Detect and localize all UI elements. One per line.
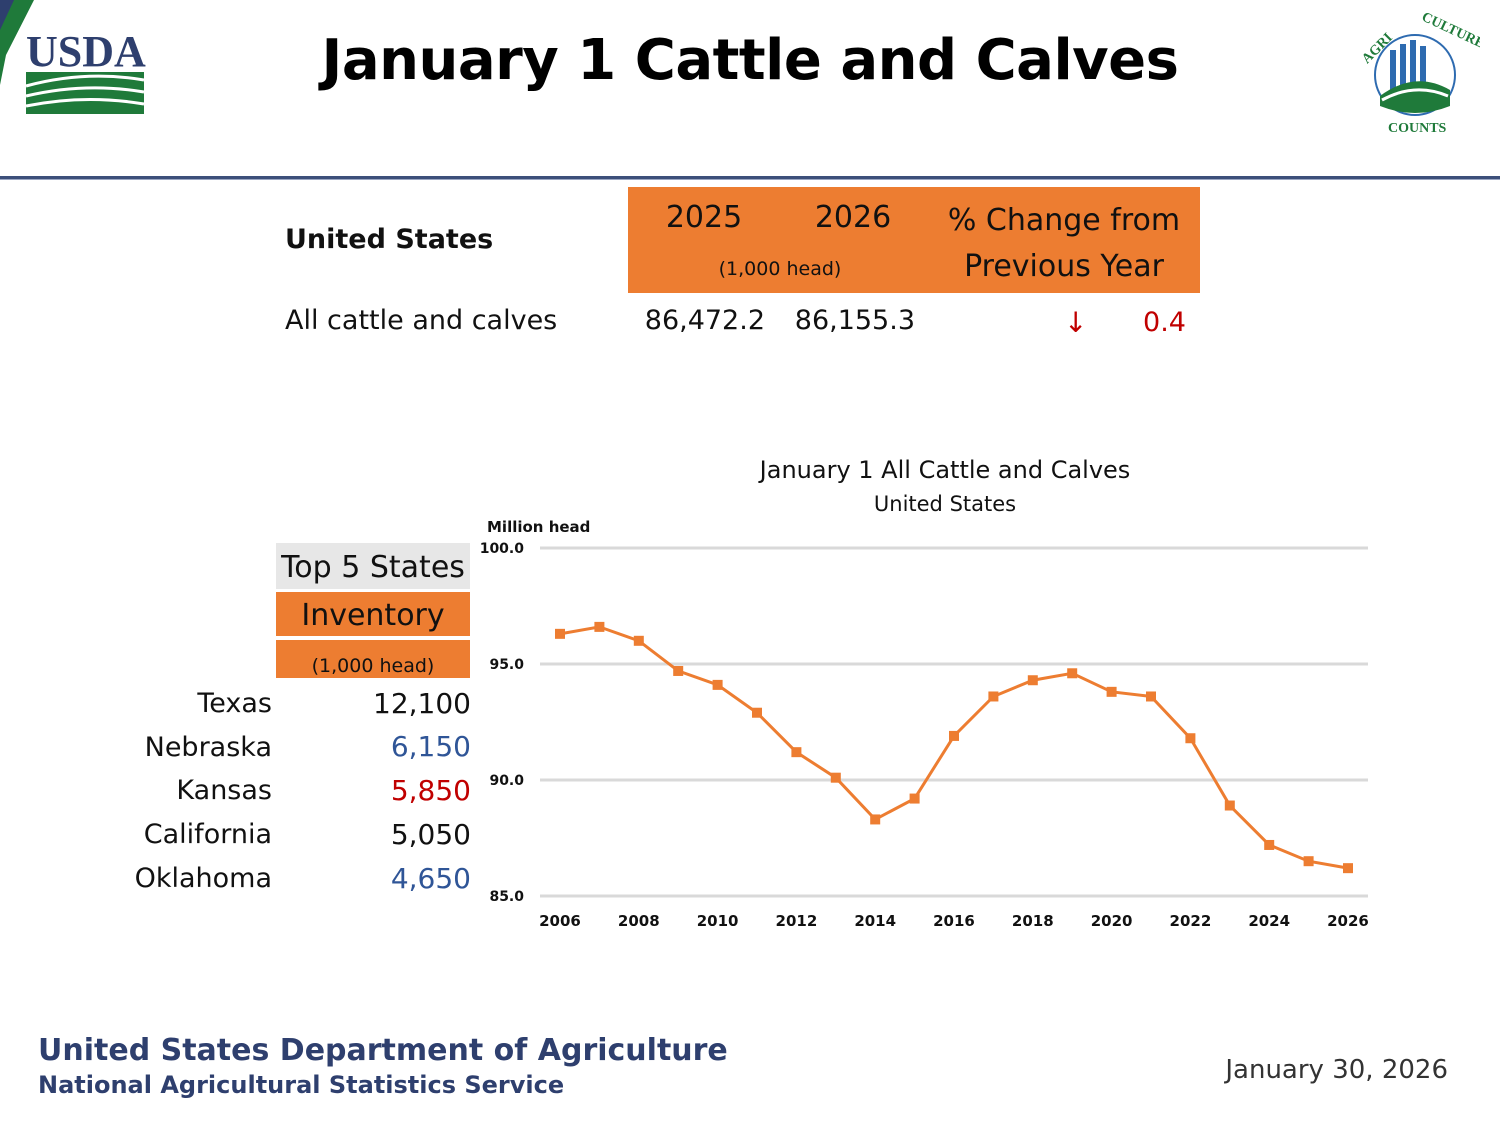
svg-text:USDA: USDA bbox=[26, 27, 146, 76]
x-tick-label: 2026 bbox=[1327, 912, 1369, 930]
header-divider-thin bbox=[0, 179, 1500, 180]
x-tick-label: 2006 bbox=[539, 912, 581, 930]
data-point bbox=[633, 635, 644, 646]
data-point bbox=[949, 730, 959, 741]
state-value-california: 5,050 bbox=[390, 818, 471, 851]
summary-header-2026: 2026 bbox=[814, 200, 892, 235]
x-tick-label: 2010 bbox=[697, 912, 739, 930]
data-point bbox=[1067, 668, 1078, 679]
summary-header-units: (1,000 head) bbox=[718, 258, 842, 280]
down-arrow-icon: ↓ bbox=[1064, 306, 1088, 339]
top5-inventory-header: Inventory bbox=[276, 592, 470, 636]
data-point bbox=[1185, 733, 1196, 744]
summary-value-2026: 86,155.3 bbox=[794, 305, 915, 336]
state-name-oklahoma: Oklahoma bbox=[134, 863, 272, 894]
x-tick-label: 2012 bbox=[776, 912, 818, 930]
top5-title: Top 5 States bbox=[276, 543, 470, 589]
chart-subtitle: United States bbox=[873, 492, 1017, 516]
x-tick-label: 2020 bbox=[1091, 912, 1133, 930]
state-name-kansas: Kansas bbox=[176, 775, 272, 806]
summary-header-background bbox=[628, 187, 1200, 293]
state-name-california: California bbox=[143, 819, 272, 850]
x-tick-label: 2016 bbox=[933, 912, 975, 930]
data-point bbox=[830, 772, 841, 783]
summary-header-change: % Change from Previous Year bbox=[947, 203, 1181, 284]
y-tick-label: 100.0 bbox=[480, 541, 525, 557]
data-point bbox=[909, 793, 920, 804]
data-point bbox=[1224, 800, 1235, 811]
data-point bbox=[712, 679, 723, 690]
data-point bbox=[1303, 856, 1314, 867]
state-value-texas: 12,100 bbox=[373, 687, 471, 720]
data-point bbox=[1146, 691, 1156, 702]
state-value-oklahoma: 4,650 bbox=[390, 862, 471, 895]
y-tick-label: 95.0 bbox=[489, 657, 524, 673]
y-tick-label: 90.0 bbox=[489, 773, 524, 789]
footer-date: January 30, 2026 bbox=[1225, 1055, 1448, 1085]
summary-change-value: 0.4 bbox=[1143, 307, 1186, 338]
summary-row-label: All cattle and calves bbox=[285, 305, 558, 336]
x-tick-label: 2014 bbox=[854, 912, 896, 930]
data-point bbox=[1264, 839, 1275, 850]
data-point bbox=[988, 691, 999, 702]
state-value-kansas: 5,850 bbox=[390, 774, 471, 807]
data-point bbox=[673, 665, 684, 676]
y-tick-label: 85.0 bbox=[489, 889, 524, 905]
data-point bbox=[555, 628, 565, 639]
x-tick-label: 2024 bbox=[1248, 912, 1290, 930]
summary-region-label: United States bbox=[285, 224, 494, 255]
footer-department: United States Department of Agriculture bbox=[38, 1033, 728, 1068]
data-point bbox=[791, 747, 802, 758]
y-axis-label: Million head bbox=[487, 518, 590, 536]
state-name-texas: Texas bbox=[197, 688, 272, 719]
svg-text:COUNTS: COUNTS bbox=[1388, 121, 1447, 136]
data-point bbox=[1106, 686, 1117, 697]
x-tick-label: 2008 bbox=[618, 912, 660, 930]
data-point bbox=[752, 707, 762, 718]
usda-logo: USDA bbox=[0, 0, 146, 114]
state-value-nebraska: 6,150 bbox=[390, 730, 471, 763]
agriculture-counts-logo: AGRI CULTURE COUNTS bbox=[1359, 10, 1480, 136]
data-point bbox=[1343, 863, 1353, 874]
chart-title: January 1 All Cattle and Calves bbox=[759, 456, 1131, 484]
state-name-nebraska: Nebraska bbox=[144, 732, 272, 763]
x-tick-label: 2022 bbox=[1170, 912, 1212, 930]
summary-value-2025: 86,472.2 bbox=[644, 305, 765, 336]
footer-agency: National Agricultural Statistics Service bbox=[38, 1071, 565, 1099]
page-title: January 1 Cattle and Calves bbox=[321, 28, 1179, 93]
top5-units: (1,000 head) bbox=[276, 640, 470, 678]
summary-header-2025: 2025 bbox=[665, 200, 743, 235]
data-point bbox=[870, 814, 881, 825]
data-point bbox=[1027, 675, 1038, 686]
x-tick-label: 2018 bbox=[1012, 912, 1054, 930]
data-point bbox=[594, 621, 605, 632]
header-divider bbox=[0, 176, 1500, 179]
